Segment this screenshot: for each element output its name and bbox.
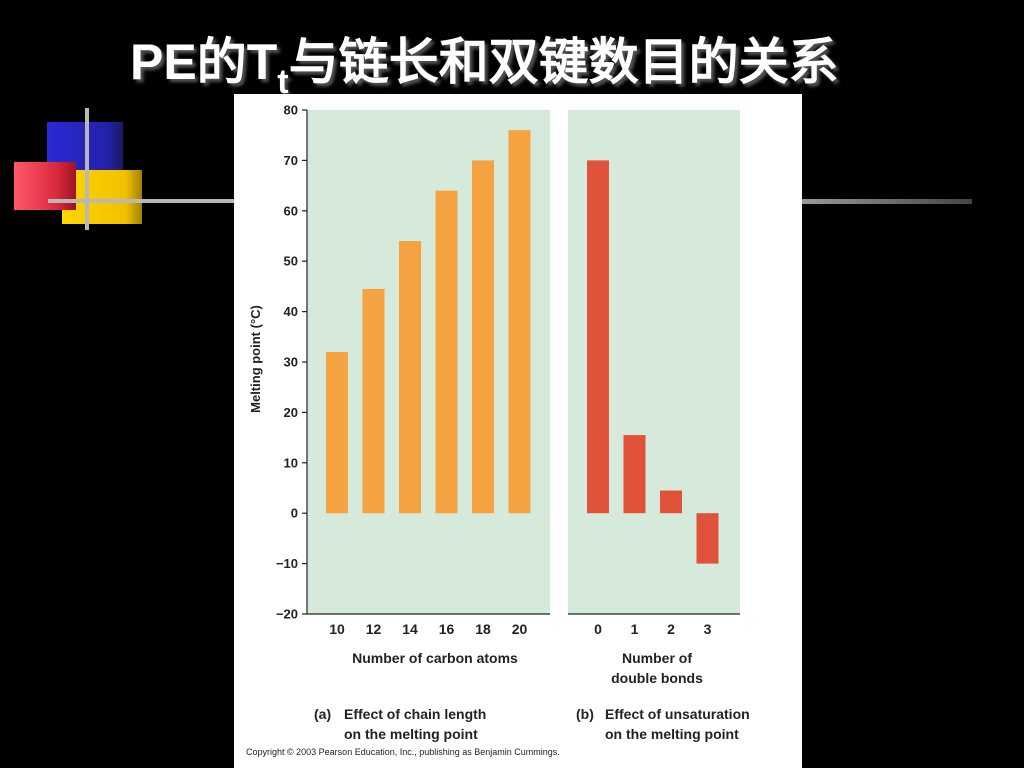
panel-a-bar <box>435 190 458 514</box>
y-tick-label: 60 <box>284 203 298 218</box>
panel-b-bar <box>623 435 646 514</box>
y-tick-label: −20 <box>276 607 298 622</box>
panel-a-x-tick-label: 12 <box>366 621 382 637</box>
slide-title: PE的Tt与链长和双键数目的关系 <box>130 22 839 101</box>
panel-a-caption-line1: Effect of chain length <box>344 706 486 722</box>
panel-a-caption-line2: on the melting point <box>344 726 478 742</box>
y-tick-label: 10 <box>284 455 298 470</box>
x-tick-labels: 10 12 14 16 18 20 0 1 2 3 <box>329 621 711 637</box>
panel-a-bar <box>472 160 494 514</box>
y-tick-label: 30 <box>284 355 298 370</box>
panel-a-x-tick-label: 16 <box>439 621 455 637</box>
y-tick-label: 0 <box>291 506 298 521</box>
panel-b-x-label-line1: Number of <box>622 650 692 666</box>
slide-title-main: PE的T <box>130 34 278 90</box>
panel-b-x-label-line2: double bonds <box>611 670 703 686</box>
panel-b-x-tick-label: 1 <box>631 621 639 637</box>
decor-horizontal-line-right <box>800 199 972 204</box>
panel-b-x-tick-label: 0 <box>594 621 602 637</box>
chart-figure: 80 70 60 50 40 30 20 10 0 −10 −20 10 12 14 16 18 20 0 1 2 3… <box>234 94 802 768</box>
panel-a-bar <box>508 130 531 514</box>
panel-b-x-tick-label: 2 <box>667 621 675 637</box>
panel-b-bars <box>587 160 719 564</box>
y-tick-label: 80 <box>284 103 298 118</box>
y-tick-label: −10 <box>276 556 298 571</box>
panel-a-bar <box>362 288 385 514</box>
panel-b-bar <box>587 160 609 514</box>
y-tick-label: 70 <box>284 153 298 168</box>
panel-b-bar <box>660 490 682 514</box>
y-tick-label: 20 <box>284 405 298 420</box>
y-tick-label: 50 <box>284 254 298 269</box>
panel-a-bar <box>399 241 421 514</box>
y-tick-label: 40 <box>284 304 298 319</box>
panel-a-tag: (a) <box>314 706 331 722</box>
y-axis-label: Melting point (°C) <box>248 305 263 413</box>
panel-a-x-tick-label: 14 <box>402 621 418 637</box>
panel-b-tag: (b) <box>576 706 594 722</box>
panel-a-bars <box>326 130 531 514</box>
decor-vertical-line <box>85 108 89 230</box>
decor-horizontal-line <box>48 199 238 203</box>
panel-a-x-tick-label: 20 <box>512 621 528 637</box>
panel-a-bar <box>326 351 348 514</box>
slide-title-rest: 与链长和双键数目的关系 <box>288 34 839 90</box>
copyright-notice: Copyright © 2003 Pearson Education, Inc.… <box>246 747 560 757</box>
panel-a-x-tick-label: 18 <box>475 621 491 637</box>
panel-b-caption-line1: Effect of unsaturation <box>605 706 750 722</box>
panel-b-x-tick-label: 3 <box>704 621 712 637</box>
panel-b-bar <box>696 513 719 564</box>
panel-a-x-tick-label: 10 <box>329 621 345 637</box>
slide-title-subscript: t <box>277 63 289 101</box>
panel-a-x-label: Number of carbon atoms <box>352 650 518 666</box>
panel-b-caption-line2: on the melting point <box>605 726 739 742</box>
y-axis: 80 70 60 50 40 30 20 10 0 −10 −20 <box>276 103 308 622</box>
